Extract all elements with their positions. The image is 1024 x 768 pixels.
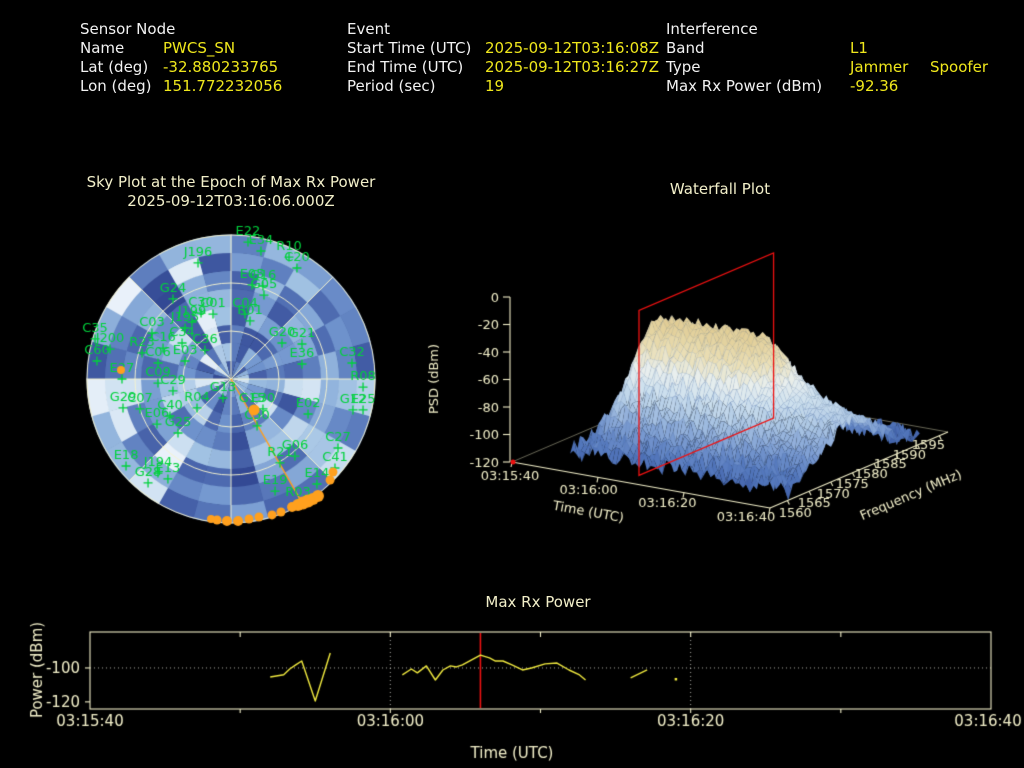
sensor-row-name: Name PWCS_SN <box>80 39 282 58</box>
skyplot-title: Sky Plot at the Epoch of Max Rx Power 20… <box>38 173 424 211</box>
sensor-row-lat: Lat (deg) -32.880233765 <box>80 58 282 77</box>
lon-value: 151.772232056 <box>163 77 283 95</box>
type-value-2: Spoofer <box>930 58 989 76</box>
band-value: L1 <box>850 39 868 57</box>
name-label: Name <box>80 39 125 57</box>
max-rx-power-value: -92.36 <box>850 77 899 95</box>
end-time-value: 2025-09-12T03:16:27Z <box>485 58 659 76</box>
event-panel: Event Start Time (UTC) 2025-09-12T03:16:0… <box>347 20 659 96</box>
start-time-label: Start Time (UTC) <box>347 39 472 57</box>
skyplot-title-line2: 2025-09-12T03:16:06.000Z <box>127 192 335 210</box>
sensor-node-panel: Sensor Node Name PWCS_SN Lat (deg) -32.880… <box>80 20 282 96</box>
interference-row-type: Type Jammer Spoofer <box>666 58 988 77</box>
end-time-label: End Time (UTC) <box>347 58 464 76</box>
skyplot-title-line1: Sky Plot at the Epoch of Max Rx Power <box>86 173 376 191</box>
band-label: Band <box>666 39 705 57</box>
waterfall-title: Waterfall Plot <box>669 180 771 198</box>
sensor-node-title: Sensor Node <box>80 20 176 38</box>
lon-label: Lon (deg) <box>80 77 152 95</box>
lat-value: -32.880233765 <box>163 58 279 76</box>
type-value-1: Jammer <box>850 58 909 76</box>
interference-title: Interference <box>666 20 758 38</box>
interference-row-maxrx: Max Rx Power (dBm) -92.36 <box>666 77 988 96</box>
event-row-period: Period (sec) 19 <box>347 77 659 96</box>
period-value: 19 <box>485 77 505 95</box>
event-title: Event <box>347 20 390 38</box>
interference-row-band: Band L1 <box>666 39 988 58</box>
name-value: PWCS_SN <box>163 39 236 57</box>
sensor-row-lon: Lon (deg) 151.772232056 <box>80 77 282 96</box>
period-label: Period (sec) <box>347 77 436 95</box>
type-label: Type <box>666 58 701 76</box>
timeseries-title: Max Rx Power <box>485 593 591 611</box>
start-time-value: 2025-09-12T03:16:08Z <box>485 39 659 57</box>
max-rx-power-label: Max Rx Power (dBm) <box>666 77 823 95</box>
event-row-start: Start Time (UTC) 2025-09-12T03:16:08Z <box>347 39 659 58</box>
lat-label: Lat (deg) <box>80 58 149 76</box>
event-row-end: End Time (UTC) 2025-09-12T03:16:27Z <box>347 58 659 77</box>
interference-panel: Interference Band L1 Type Jammer Spoofer Ma… <box>666 20 988 96</box>
